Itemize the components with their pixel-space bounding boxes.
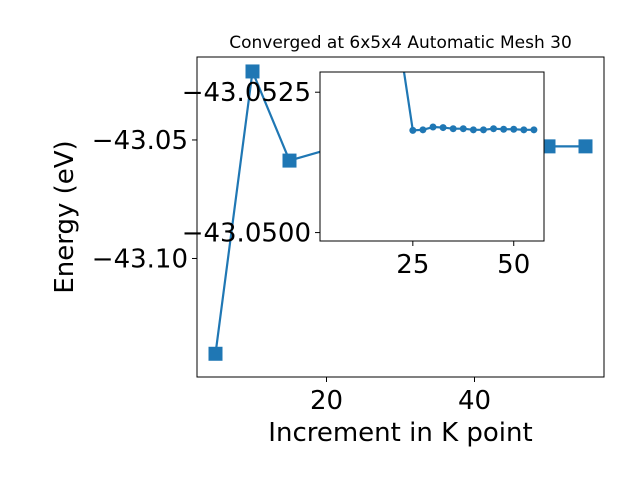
inset-point xyxy=(520,126,528,134)
inset-point xyxy=(479,126,487,134)
inset-point xyxy=(419,126,427,134)
main-x-tick-label: 20 xyxy=(310,386,343,416)
main-y-tick-label: −43.05 xyxy=(92,126,188,156)
inset-point xyxy=(469,126,477,134)
inset-point xyxy=(530,126,538,134)
inset-x-tick-label: 25 xyxy=(396,250,429,280)
inset-data xyxy=(402,72,538,134)
main-x-axis-label: Increment in K point xyxy=(268,418,532,448)
main-point xyxy=(578,139,593,154)
main-point xyxy=(282,153,297,168)
main-title: Converged at 6x5x4 Automatic Mesh 30 xyxy=(229,33,572,53)
inset-y-tick-label: −43.0500 xyxy=(182,219,311,249)
inset-y-tick-label: −43.0525 xyxy=(182,78,311,108)
inset-point xyxy=(439,124,447,132)
inset-plot-area xyxy=(320,72,544,241)
inset-chart: 25 50 −43.0525 −43.0500 xyxy=(182,71,545,280)
inset-x-tick-label: 50 xyxy=(497,250,530,280)
inset-frame xyxy=(319,71,545,242)
main-y-tick-label: −43.10 xyxy=(92,244,188,274)
main-point xyxy=(541,139,556,154)
main-y-axis-label: Energy (eV) xyxy=(50,140,80,293)
inset-point xyxy=(510,125,518,133)
inset-point xyxy=(429,123,437,131)
inset-point xyxy=(490,125,498,133)
inset-point xyxy=(409,126,417,134)
inset-point xyxy=(449,125,457,133)
inset-point xyxy=(459,125,467,133)
main-point xyxy=(208,346,223,361)
main-point xyxy=(245,64,260,79)
main-x-tick-label: 40 xyxy=(458,386,491,416)
inset-point xyxy=(500,125,508,133)
main-frame xyxy=(196,56,605,378)
